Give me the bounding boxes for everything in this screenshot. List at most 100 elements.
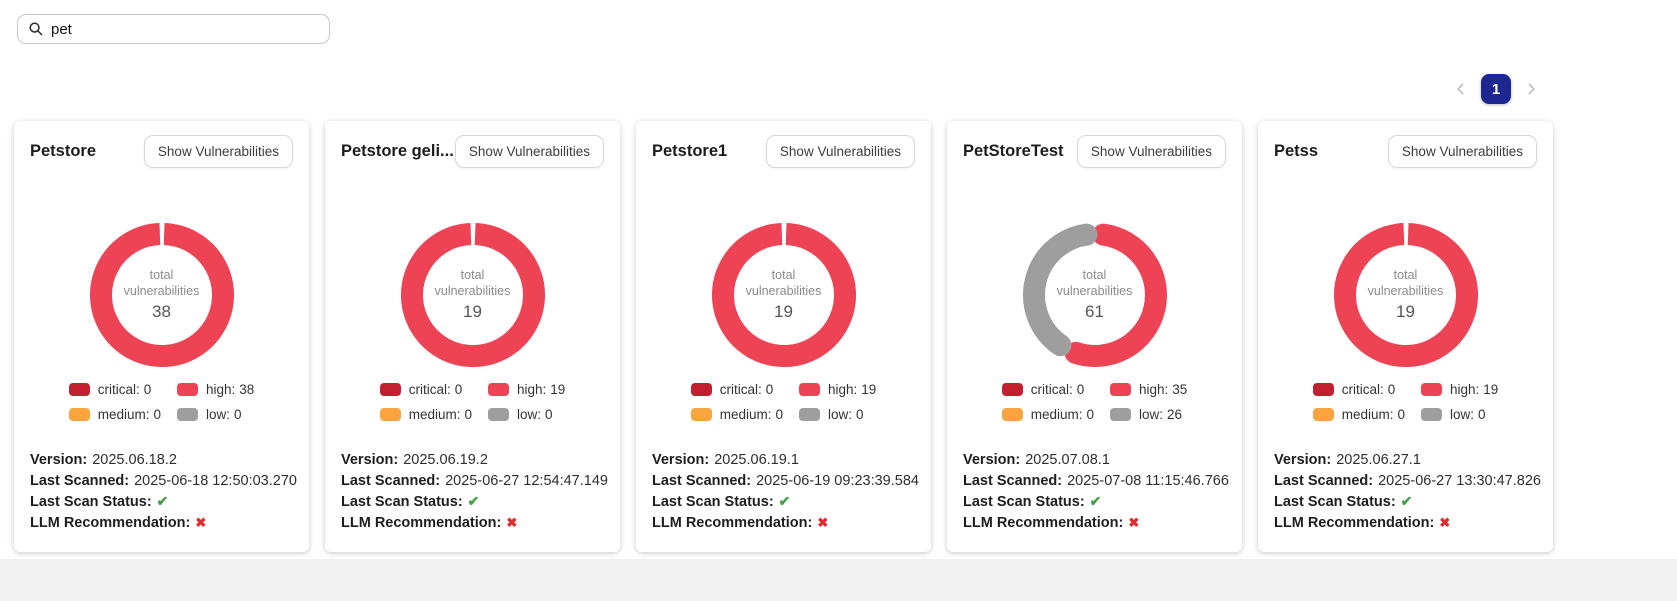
- last-scanned-label: Last Scanned:: [1274, 472, 1374, 489]
- medium-swatch: [690, 408, 712, 421]
- vulnerability-donut-chart: total vulnerabilities 19: [1331, 220, 1481, 370]
- last-scan-status-label: Last Scan Status:: [30, 494, 152, 511]
- last-scan-status-line: Last Scan Status: ✔: [30, 491, 293, 513]
- version-line: Version: 2025.07.08.1: [963, 450, 1226, 471]
- vulnerability-donut-chart: total vulnerabilities 38: [87, 220, 237, 370]
- card-title: Petstore: [30, 142, 97, 160]
- last-scan-status-label: Last Scan Status:: [341, 494, 463, 511]
- chart-legend: critical: 0 high: 19 medium: 0 low: 0: [652, 382, 915, 422]
- legend-count-low: 0: [856, 407, 864, 422]
- legend-label-critical: critical:: [1341, 382, 1384, 397]
- legend-label-low: low:: [516, 407, 541, 422]
- legend-item-critical: critical: 0: [379, 382, 472, 397]
- critical-swatch: [68, 383, 90, 396]
- legend-label-high: high:: [205, 382, 236, 397]
- llm-recommendation-label: LLM Recommendation:: [652, 515, 813, 532]
- legend-item-medium: medium: 0: [379, 407, 472, 422]
- card-info: Version: 2025.07.08.1 Last Scanned: 2025-0…: [963, 450, 1229, 534]
- version-value: 2025.06.19.2: [403, 452, 488, 468]
- card-title: Petss: [1274, 142, 1319, 160]
- show-vulnerabilities-button[interactable]: Show Vulnerabilities: [1387, 135, 1537, 168]
- service-card: Petss Show Vulnerabilities total vulnera…: [1258, 121, 1553, 552]
- last-scan-status-line: Last Scan Status: ✔: [1274, 491, 1537, 513]
- version-label: Version:: [652, 452, 710, 468]
- card-info: Version: 2025.06.27.1 Last Scanned: 2025-0…: [1274, 450, 1541, 534]
- medium-swatch: [1312, 408, 1334, 421]
- next-page-button[interactable]: [1522, 80, 1540, 98]
- version-line: Version: 2025.06.19.1: [652, 450, 915, 471]
- critical-swatch: [1001, 383, 1023, 396]
- last-scan-status-line: Last Scan Status: ✔: [341, 491, 604, 513]
- vulnerability-donut-chart: total vulnerabilities 19: [398, 220, 548, 370]
- check-icon: ✔: [778, 493, 791, 510]
- legend-count-high: 38: [239, 382, 255, 397]
- legend-count-high: 19: [861, 382, 877, 397]
- legend-label-low: low:: [827, 407, 852, 422]
- critical-swatch: [379, 383, 401, 396]
- legend-count-medium: 0: [1086, 407, 1094, 422]
- legend-item-critical: critical: 0: [690, 382, 783, 397]
- version-value: 2025.07.08.1: [1025, 452, 1110, 468]
- legend-label-medium: medium:: [1341, 407, 1394, 422]
- legend-item-low: low: 0: [176, 407, 254, 422]
- show-vulnerabilities-button[interactable]: Show Vulnerabilities: [143, 135, 293, 168]
- search-input[interactable]: [51, 20, 319, 38]
- last-scanned-line: Last Scanned: 2025-06-27 13:30:47.826: [1274, 471, 1541, 492]
- card-info: Version: 2025.06.19.1 Last Scanned: 2025-0…: [652, 450, 919, 534]
- card-info: Version: 2025.06.18.2 Last Scanned: 2025-0…: [30, 450, 297, 534]
- last-scanned-line: Last Scanned: 2025-06-19 09:23:39.584: [652, 471, 919, 492]
- llm-recommendation-line: LLM Recommendation: ✖: [652, 513, 915, 534]
- legend-item-low: low: 26: [1109, 407, 1187, 422]
- show-vulnerabilities-button[interactable]: Show Vulnerabilities: [1076, 135, 1226, 168]
- show-vulnerabilities-button[interactable]: Show Vulnerabilities: [454, 135, 604, 168]
- legend-label-high: high:: [516, 382, 547, 397]
- card-header: Petstore geli... Show Vulnerabilities: [341, 135, 604, 168]
- legend-item-low: low: 0: [487, 407, 565, 422]
- chart-legend: critical: 0 high: 38 medium: 0 low: 0: [30, 382, 293, 422]
- donut-ring: [89, 223, 234, 367]
- legend-count-critical: 0: [765, 382, 774, 397]
- legend-count-low: 0: [545, 407, 553, 422]
- legend-item-medium: medium: 0: [690, 407, 783, 422]
- service-card: Petstore Show Vulnerabilities total vuln…: [14, 121, 309, 552]
- version-line: Version: 2025.06.18.2: [30, 450, 293, 471]
- show-vulnerabilities-button[interactable]: Show Vulnerabilities: [765, 135, 915, 168]
- legend-label-medium: medium:: [408, 407, 461, 422]
- card-title: PetStoreTest: [963, 142, 1064, 160]
- legend-label-medium: medium:: [719, 407, 772, 422]
- version-label: Version:: [30, 452, 88, 468]
- llm-recommendation-label: LLM Recommendation:: [341, 515, 502, 532]
- chevron-left-icon: [1456, 83, 1464, 95]
- last-scanned-value: 2025-07-08 11:15:46.766: [1067, 472, 1229, 489]
- legend-item-low: low: 0: [798, 407, 876, 422]
- service-card: Petstore geli... Show Vulnerabilities to…: [325, 121, 620, 552]
- donut-ring: [400, 223, 545, 367]
- page-1-button[interactable]: 1: [1481, 74, 1511, 104]
- legend-count-medium: 0: [775, 407, 783, 422]
- cross-icon: ✖: [195, 515, 207, 531]
- service-card: PetStoreTest Show Vulnerabilities total …: [947, 121, 1242, 552]
- critical-swatch: [690, 383, 712, 396]
- llm-recommendation-line: LLM Recommendation: ✖: [30, 513, 293, 534]
- legend-label-critical: critical:: [97, 382, 140, 397]
- prev-page-button[interactable]: [1452, 80, 1470, 98]
- legend-label-low: low:: [1449, 407, 1474, 422]
- legend-item-high: high: 38: [176, 382, 255, 397]
- page-background-strip: [0, 559, 1677, 601]
- card-header: Petstore Show Vulnerabilities: [30, 135, 293, 168]
- version-value: 2025.06.27.1: [1336, 452, 1421, 468]
- medium-swatch: [1001, 408, 1023, 421]
- check-icon: ✔: [1089, 493, 1102, 510]
- vulnerability-donut-chart: total vulnerabilities 61: [1020, 220, 1170, 370]
- last-scanned-label: Last Scanned:: [341, 472, 441, 489]
- card-grid: Petstore Show Vulnerabilities total vuln…: [14, 121, 1553, 552]
- legend-label-critical: critical:: [408, 382, 451, 397]
- legend-item-high: high: 19: [798, 382, 877, 397]
- vulnerability-donut-chart: total vulnerabilities 19: [709, 220, 859, 370]
- high-swatch: [798, 383, 820, 396]
- chart-legend: critical: 0 high: 19 medium: 0 low: 0: [1274, 382, 1537, 422]
- last-scan-status-label: Last Scan Status:: [963, 494, 1085, 511]
- last-scanned-value: 2025-06-27 13:30:47.826: [1378, 472, 1541, 489]
- legend-count-critical: 0: [454, 382, 463, 397]
- llm-recommendation-label: LLM Recommendation:: [1274, 515, 1435, 532]
